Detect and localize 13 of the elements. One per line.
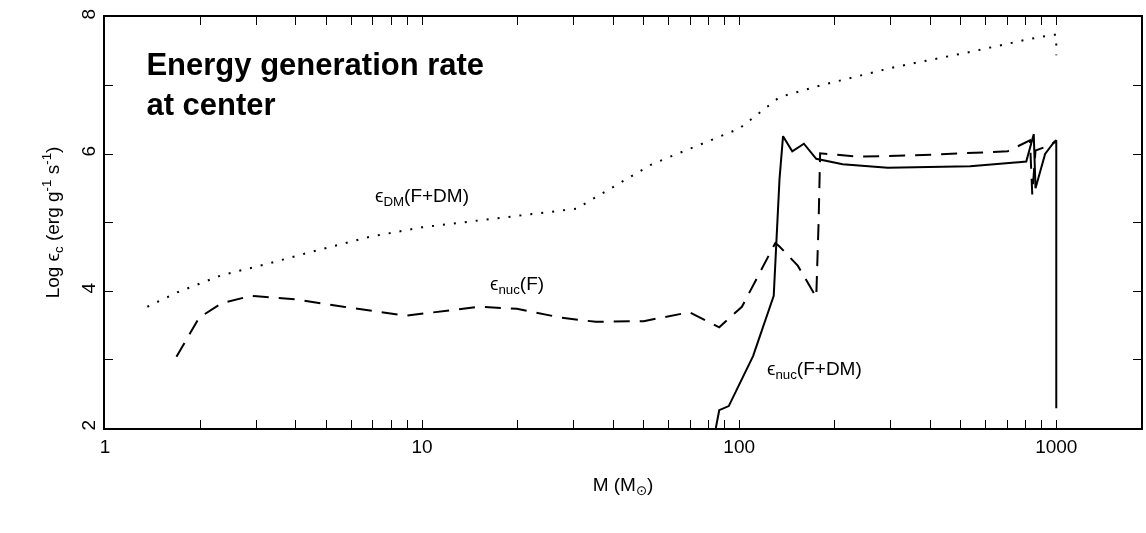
x-axis-title: M (M$_{⊙}$) [592, 474, 654, 499]
x-tick-label: 1 [99, 435, 111, 457]
y-tick-label: 6 [78, 145, 100, 157]
y-tick-label: 4 [78, 282, 100, 294]
x-tick-label: 100 [723, 435, 756, 457]
series-label: ϵ$_{DM}$(F+DM) [375, 185, 469, 209]
text: Energy generation rate at center [146, 46, 485, 122]
series-label: ϵ$_{nuc}$(F+DM) [767, 358, 862, 382]
y-tick-label: 8 [78, 8, 100, 20]
x-tick-label: 1000 [1035, 435, 1078, 457]
x-tick-label: 10 [411, 435, 433, 457]
y-tick-label: 2 [78, 419, 100, 431]
series-label: ϵ$_{nuc}$(F) [490, 273, 545, 297]
